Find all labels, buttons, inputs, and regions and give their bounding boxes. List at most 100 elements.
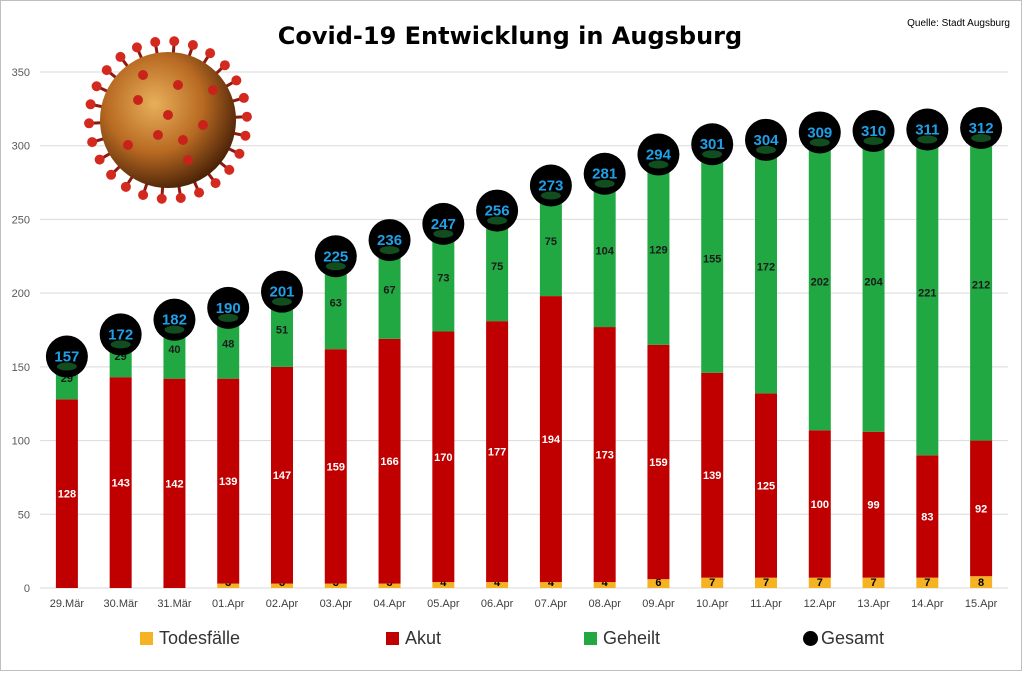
bar-geheilt [432,223,455,332]
data-label: 40 [168,344,180,356]
y-tick-label: 300 [12,141,30,153]
total-label: 312 [969,120,994,137]
total-marker [798,111,841,154]
bar-akut [378,338,401,584]
x-tick-label: 04.Apr [373,598,406,610]
legend-item-geheilt: Geheilt [584,628,660,649]
bar-todesfaelle [432,582,455,588]
bar-todesfaelle [916,577,939,588]
bar-geheilt [970,128,993,441]
data-label: 100 [811,499,829,511]
total-label: 247 [431,216,456,233]
data-label: 7 [870,577,876,589]
bar-todesfaelle [808,577,831,588]
total-label: 236 [377,232,402,249]
bar-geheilt [808,132,831,431]
bar-geheilt [647,154,670,345]
total-label: 304 [753,132,779,149]
total-marker-glow [110,340,131,349]
data-label: 125 [757,481,775,493]
x-tick-label: 06.Apr [481,598,514,610]
bar-geheilt [593,173,616,328]
total-label: 182 [162,312,187,329]
total-marker-glow [702,150,723,159]
total-label: 201 [269,284,294,301]
total-marker-glow [648,160,669,169]
bar-todesfaelle [486,582,509,588]
data-label: 4 [602,577,609,589]
x-tick-label: 14.Apr [911,598,944,610]
total-label: 256 [485,203,510,220]
data-label: 4 [494,577,501,589]
y-tick-label: 100 [12,436,30,448]
bar-akut [432,331,455,583]
bar-geheilt [755,139,777,394]
data-label: 221 [918,287,936,299]
bar-todesfaelle [378,583,401,588]
bar-todesfaelle [862,577,885,588]
data-label: 63 [330,298,342,310]
legend: Todesfälle Akut Geheilt Gesamt [0,628,1024,658]
bar-akut [163,378,186,588]
data-label: 129 [649,245,667,257]
bar-akut [55,399,78,588]
x-tick-label: 31.Mär [157,598,192,610]
total-marker-glow [971,134,992,143]
data-label: 143 [111,478,129,490]
bar-geheilt [701,144,724,373]
data-label: 139 [219,476,237,488]
data-label: 147 [273,470,291,482]
x-tick-label: 09.Apr [642,598,675,610]
total-label: 294 [646,147,672,164]
x-tick-label: 10.Apr [696,598,729,610]
chart-title: Covid-19 Entwicklung in Augsburg [277,22,743,50]
data-label: 104 [595,245,614,257]
legend-swatch-geheilt [584,632,597,645]
total-marker-glow [272,297,292,306]
total-marker [314,235,357,278]
data-label: 51 [276,324,288,336]
total-marker [960,107,1003,150]
x-tick-label: 11.Apr [750,598,782,610]
bar-todesfaelle [701,577,724,588]
total-label: 273 [538,178,563,195]
total-marker [153,298,196,341]
legend-label: Todesfälle [159,628,241,648]
total-marker-glow [917,135,938,144]
bar-geheilt [862,130,885,432]
data-label: 202 [811,276,829,288]
total-marker [745,118,787,161]
data-label: 142 [165,478,183,490]
total-marker-glow [164,325,185,334]
x-tick-label: 30.Mär [104,598,139,610]
data-label: 92 [975,503,987,515]
total-marker-glow [863,136,884,145]
bar-todesfaelle [324,583,347,588]
bar-todesfaelle [755,577,777,588]
legend-label: Geheilt [603,628,661,648]
legend-item-gesamt: Gesamt [803,628,884,649]
bar-todesfaelle [970,576,993,588]
bar-todesfaelle [217,583,240,588]
bar-akut [324,349,347,584]
data-label: 177 [488,447,506,459]
total-marker [99,313,142,356]
data-label: 7 [763,577,769,589]
bar-akut [593,327,616,583]
total-label: 311 [915,121,939,138]
total-marker [476,189,519,232]
total-marker-glow [756,145,776,154]
total-marker-glow [325,262,346,271]
bar-akut [539,296,562,583]
x-tick-label: 29.Mär [50,598,85,610]
bar-akut [109,377,132,588]
bar-akut [808,430,831,578]
bar-geheilt [916,129,939,456]
data-label: 75 [491,261,503,273]
total-marker-glow [487,216,508,225]
x-tick-label: 13.Apr [857,598,890,610]
bar-akut [647,344,670,580]
legend-swatch-gesamt [803,631,818,646]
bar-geheilt [324,256,347,350]
legend-swatch-akut [386,632,399,645]
